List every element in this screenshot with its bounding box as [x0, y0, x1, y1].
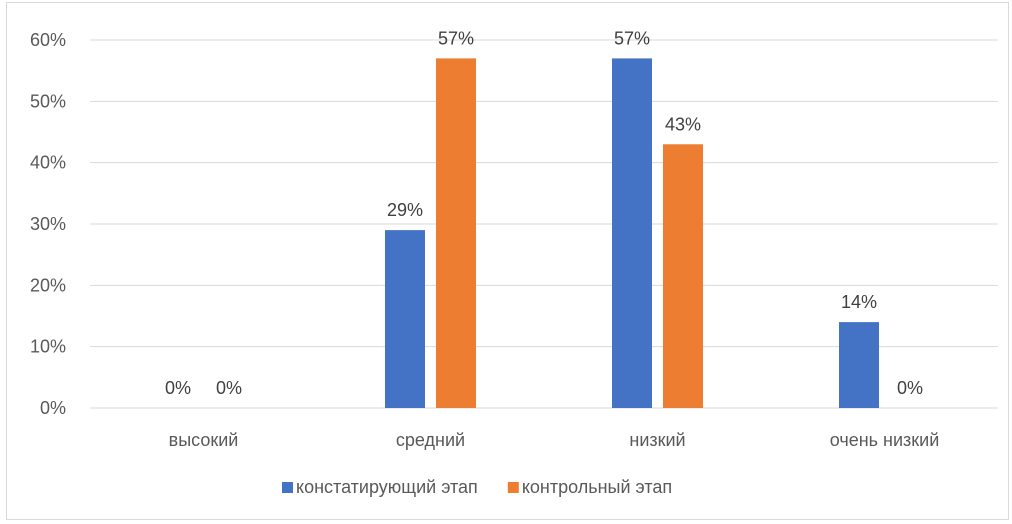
x-tick-label: высокий	[169, 430, 239, 450]
data-label: 14%	[841, 292, 877, 312]
legend-label: констатирующий этап	[296, 477, 478, 497]
legend-swatch	[282, 482, 293, 493]
data-label: 57%	[438, 28, 474, 48]
y-tick-label: 20%	[30, 275, 66, 295]
y-tick-label: 0%	[40, 398, 66, 418]
legend-swatch	[507, 482, 519, 493]
data-label: 57%	[614, 28, 650, 48]
data-label: 0%	[165, 378, 191, 398]
y-tick-label: 60%	[30, 30, 66, 50]
y-tick-label: 10%	[30, 337, 66, 357]
x-tick-label: низкий	[629, 430, 685, 450]
bar	[436, 58, 476, 409]
bar	[839, 322, 879, 408]
data-label: 0%	[216, 378, 242, 398]
x-tick-label: очень низкий	[830, 430, 940, 450]
bar	[663, 144, 703, 408]
data-label: 29%	[387, 200, 423, 220]
y-tick-label: 40%	[30, 153, 66, 173]
data-label: 0%	[897, 378, 923, 398]
chart-frame	[6, 2, 1009, 520]
x-tick-label: средний	[396, 430, 465, 450]
data-label: 43%	[665, 114, 701, 134]
bar	[612, 58, 652, 409]
bar	[385, 230, 425, 408]
y-tick-label: 50%	[30, 91, 66, 111]
legend-label: контрольный этап	[522, 477, 672, 497]
y-tick-label: 30%	[30, 214, 66, 234]
